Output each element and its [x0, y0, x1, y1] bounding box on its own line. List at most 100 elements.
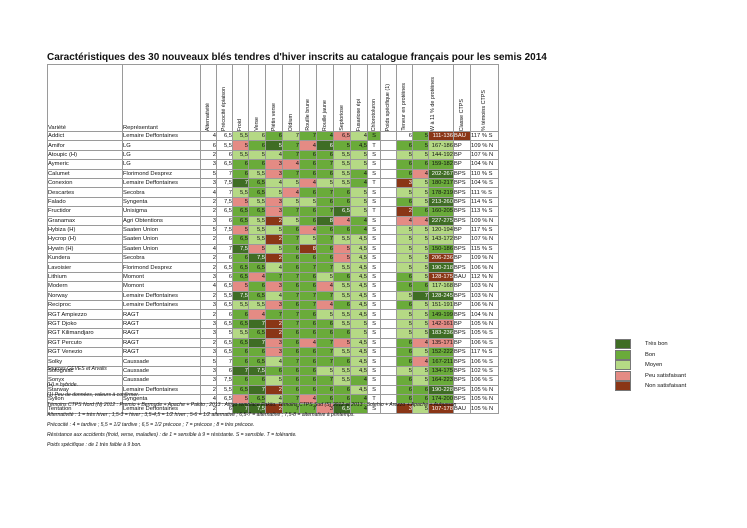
cell-variete: Hybiza (H) [47, 224, 123, 236]
cell-value: 4,5 [350, 271, 368, 283]
header-oidium: Oïdium [282, 64, 300, 132]
cell-representant: Syngenta [122, 196, 201, 208]
cell-value: 144-192 [428, 149, 454, 161]
cell-variete: Reciproc [47, 300, 123, 311]
cell-value: 5 [232, 140, 249, 151]
cell-representant: LG [122, 140, 201, 151]
cell-value: S [367, 328, 381, 339]
header-pietin-verse: Piétin verse [265, 64, 283, 132]
cell-value: 2 [265, 215, 283, 226]
cell-value: 106 % S [470, 337, 499, 349]
cell-value: 109 % N [470, 140, 499, 151]
cell-value: BPS [453, 187, 471, 198]
cell-value: 107 % N [470, 234, 499, 245]
cell-value: 5 [412, 328, 429, 339]
header-froid: Froid [232, 64, 249, 132]
cell-value: 109 % N [470, 215, 499, 226]
cell-value: 5,5 [248, 224, 266, 236]
legend-label: Bon [645, 351, 656, 358]
cell-value: 6 [282, 262, 300, 273]
cell-value: 4,5 [350, 281, 368, 292]
cell-value: S [367, 253, 381, 264]
cell-value: 6 [248, 130, 266, 142]
cell-variete: Modern [47, 281, 123, 292]
cell-value: 5 [412, 187, 429, 198]
cell-value [380, 187, 397, 198]
cell-value: 5 [248, 149, 266, 161]
cell-value: S [367, 130, 381, 142]
cell-value: 5 [299, 234, 317, 245]
cell-value: 3 [265, 337, 283, 349]
cell-variete: Granamax [47, 215, 123, 226]
cell-value: 106 % S [470, 356, 499, 367]
cell-representant: RAGT [122, 318, 201, 330]
cell-value: BP [453, 159, 471, 170]
cell-value [380, 243, 397, 255]
cell-value: 6 [299, 206, 317, 217]
table-row: Amifor LG 6 5,5 5 6 5 7 4 6 5 4,5 T 6 5 167-186 BP 109 % … [47, 140, 499, 151]
cell-value: 2 [200, 290, 217, 302]
header-teneur-proteines: Teneur en protéines [396, 64, 413, 132]
cell-value: BPS [453, 262, 471, 273]
cell-value: 5 [396, 290, 413, 302]
cell-value: 117-168 [428, 281, 454, 292]
cell-value: 120-194 [428, 224, 454, 236]
cell-value: 3 [265, 168, 283, 179]
cell-variete: Fructidor [47, 206, 123, 217]
cell-value: 149-199 [428, 309, 454, 320]
footer-notes: Sources GEVES et Arvalis (H) = hybride. (… [47, 364, 456, 450]
cell-value: 6,5 [232, 271, 249, 283]
cell-value: 143-172 [428, 234, 454, 245]
header-chlorotoluron: Chlorotoluron [367, 64, 381, 132]
cell-value: 5 [265, 187, 283, 198]
footer-note: Alternativité : 1 = très hiver ; 1,5-3 =… [47, 412, 355, 418]
cell-value: 7 [316, 206, 334, 217]
cell-value: BPS [453, 196, 471, 208]
cell-value: 104 % S [470, 177, 499, 189]
cell-value: 117 % S [470, 130, 499, 142]
cell-value: BP [453, 281, 471, 292]
cell-value: 5 [282, 215, 300, 226]
cell-value: BP [453, 149, 471, 161]
cell-value: 112 % N [470, 271, 499, 283]
cell-value: 7 [216, 168, 233, 179]
cell-value: 2 [200, 337, 217, 349]
cell-value: 113 % S [470, 206, 499, 217]
cell-value: 5,5 [333, 177, 351, 189]
cell-value: 6 [299, 346, 317, 358]
cell-value: 5 [316, 309, 334, 320]
cell-value [380, 271, 397, 283]
cell-value: 5 [282, 196, 300, 208]
table-row: Norway Lemaire Deffontaines 2 5,5 7,5 6,5 4 7 7 7… [47, 290, 499, 302]
cell-value: 5 [200, 168, 217, 179]
cell-value: 5 [396, 187, 413, 198]
cell-value: 7,5 [216, 177, 233, 189]
cell-value [380, 130, 397, 142]
cell-value: 7,5 [232, 290, 249, 302]
cell-value: 5,5 [333, 262, 351, 273]
cell-value: 5 [265, 243, 283, 255]
cell-value: 6,5 [216, 262, 233, 273]
cell-value: 5 [350, 196, 368, 208]
cell-value: 6,5 [216, 318, 233, 330]
cell-representant: Saaten Union [122, 224, 201, 236]
cell-value: 6 [299, 281, 317, 292]
cell-value: 105 % N [470, 393, 499, 405]
wheat-varieties-table: Variété Représentant Alternativité Précoc… [47, 64, 499, 414]
cell-value: 104 % N [470, 309, 499, 320]
cell-value: 4,5 [350, 243, 368, 255]
cell-value: 5 [333, 253, 351, 264]
table-row: RGT Venezio RAGT 3 6,5 6 6 3 6 6 7 5,5 4,5 S 6 5 152-22… [47, 346, 499, 358]
cell-value: 2 [265, 234, 283, 245]
cell-value: 5 [333, 337, 351, 349]
cell-value: S [367, 281, 381, 292]
cell-representant: Lemaire Deffontaines [122, 130, 201, 142]
cell-value: 206-236 [428, 253, 454, 264]
cell-value: 6,5 [248, 328, 266, 339]
cell-value: 6 [282, 346, 300, 358]
cell-value: 2 [200, 149, 217, 161]
cell-value: 5 [232, 196, 249, 208]
cell-value: 5 [412, 149, 429, 161]
legend-label: Moyen [645, 362, 663, 369]
table-row: Addict Lemaire Deffontaines 4 6,5 5,5 6 6 7 7 4 6,… [47, 130, 499, 142]
